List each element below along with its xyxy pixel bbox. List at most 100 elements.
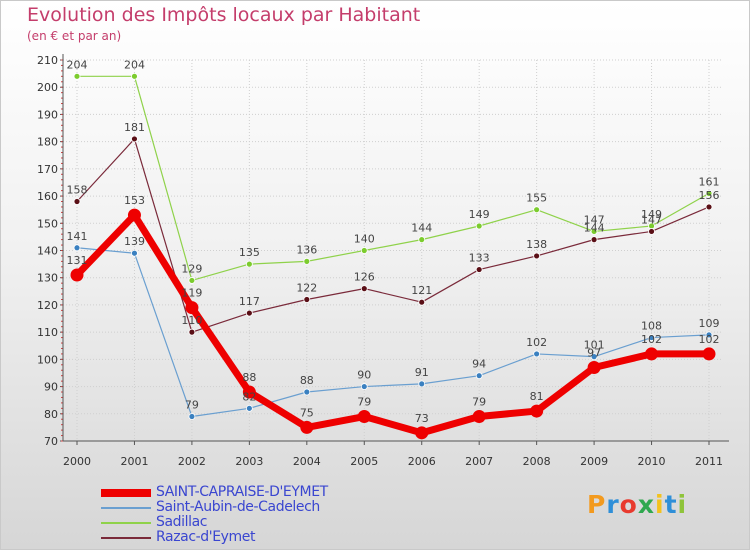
y-tick-label: 150 [37, 217, 58, 230]
proxiti-logo: Proxiti [587, 490, 688, 519]
y-tick-label: 110 [37, 326, 58, 339]
y-tick-label: 120 [37, 299, 58, 312]
data-label-razac-d-eymet: 122 [296, 281, 317, 294]
data-label-sadillac: 144 [411, 222, 432, 235]
data-point-sadillac [188, 277, 196, 284]
data-point-saint-capraise-d-eymet [415, 426, 429, 440]
data-label-saint-aubin-de-cadelech: 101 [584, 339, 605, 352]
y-tick-label: 190 [37, 108, 58, 121]
legend-label: Sadillac [156, 514, 208, 530]
x-tick-label: 2005 [350, 455, 378, 468]
data-label-razac-d-eymet: 110 [181, 314, 202, 327]
data-point-saint-capraise-d-eymet [242, 385, 256, 399]
data-point-saint-capraise-d-eymet [645, 347, 659, 361]
data-label-razac-d-eymet: 126 [354, 271, 375, 284]
axis-layer: 7080901001101201301401501601701801902002… [37, 54, 729, 468]
data-label-sadillac: 135 [239, 246, 260, 259]
data-point-razac-d-eymet [418, 298, 426, 306]
data-point-saint-aubin-de-cadelech [73, 244, 81, 252]
data-label-sadillac: 140 [354, 233, 375, 246]
data-point-razac-d-eymet [73, 198, 81, 205]
data-label-sadillac: 129 [181, 262, 202, 275]
data-label-saint-aubin-de-cadelech: 139 [124, 235, 145, 248]
x-tick-label: 2011 [695, 455, 723, 468]
legend-swatch [101, 537, 151, 539]
y-tick-label: 170 [37, 163, 58, 176]
chart-subtitle: (en € et par an) [27, 29, 122, 43]
data-point-razac-d-eymet [533, 252, 541, 260]
data-label-saint-aubin-de-cadelech: 141 [67, 230, 88, 243]
data-label-saint-aubin-de-cadelech: 102 [526, 336, 547, 349]
data-point-razac-d-eymet [705, 203, 713, 211]
data-point-sadillac [303, 257, 311, 265]
legend-swatch [101, 522, 151, 524]
data-point-sadillac [245, 260, 253, 268]
data-point-razac-d-eymet [131, 135, 138, 143]
data-label-razac-d-eymet: 147 [641, 213, 662, 226]
data-label-saint-capraise-d-eymet: 75 [300, 406, 314, 419]
data-point-saint-aubin-de-cadelech [705, 331, 713, 339]
data-label-saint-aubin-de-cadelech: 90 [357, 369, 371, 382]
data-point-saint-aubin-de-cadelech [590, 353, 598, 361]
data-point-saint-aubin-de-cadelech [245, 404, 253, 412]
legend-label: SAINT-CAPRAISE-D'EYMET [156, 484, 328, 500]
data-label-saint-capraise-d-eymet: 102 [699, 333, 720, 346]
data-label-sadillac: 149 [641, 208, 662, 221]
x-tick-label: 2004 [293, 455, 321, 468]
data-label-razac-d-eymet: 156 [699, 189, 720, 202]
data-label-saint-aubin-de-cadelech: 88 [300, 374, 314, 387]
data-point-saint-aubin-de-cadelech [475, 372, 483, 380]
x-tick-label: 2000 [63, 455, 91, 468]
data-label-sadillac: 161 [699, 175, 720, 188]
series-line-sadillac [76, 75, 710, 282]
series-line-razac-d-eymet [76, 138, 710, 333]
y-tick-label: 160 [37, 190, 58, 203]
data-label-razac-d-eymet: 181 [124, 121, 145, 134]
series-line-saint-capraise-d-eymet [73, 211, 713, 437]
y-tick-label: 140 [37, 245, 58, 258]
data-label-saint-capraise-d-eymet: 81 [530, 390, 544, 403]
data-point-saint-capraise-d-eymet [127, 208, 141, 222]
data-label-saint-capraise-d-eymet: 119 [181, 287, 202, 300]
data-point-sadillac [590, 228, 598, 235]
data-label-sadillac: 155 [526, 192, 547, 205]
y-tick-label: 70 [44, 435, 58, 448]
x-tick-label: 2006 [408, 455, 436, 468]
legend-label: Razac-d'Eymet [156, 529, 256, 545]
y-tick-label: 130 [37, 272, 58, 285]
y-tick-label: 180 [37, 136, 58, 149]
y-tick-label: 90 [44, 381, 58, 394]
data-label-saint-aubin-de-cadelech: 94 [472, 358, 486, 371]
data-point-razac-d-eymet [475, 266, 483, 273]
legend-label: Saint-Aubin-de-Cadelech [156, 499, 320, 515]
data-label-sadillac: 147 [584, 213, 605, 226]
series-line-saint-aubin-de-cadelech [76, 247, 710, 418]
x-tick-label: 2003 [235, 455, 263, 468]
data-label-sadillac: 136 [296, 243, 317, 256]
data-point-sadillac [131, 72, 138, 80]
y-tick-label: 200 [37, 81, 58, 94]
x-tick-label: 2007 [465, 455, 493, 468]
x-tick-label: 2001 [120, 455, 148, 468]
data-point-razac-d-eymet [590, 236, 598, 244]
data-point-razac-d-eymet [188, 328, 196, 336]
data-point-sadillac [475, 222, 483, 230]
data-point-saint-aubin-de-cadelech [360, 383, 368, 390]
data-point-saint-capraise-d-eymet [702, 347, 716, 361]
data-point-saint-aubin-de-cadelech [188, 413, 196, 420]
data-point-sadillac [418, 236, 426, 244]
data-point-sadillac [705, 189, 713, 197]
data-label-saint-aubin-de-cadelech: 79 [185, 399, 199, 412]
data-point-sadillac [73, 72, 81, 80]
data-point-saint-aubin-de-cadelech [418, 380, 426, 388]
data-label-razac-d-eymet: 133 [469, 252, 490, 265]
series-layer [70, 72, 716, 440]
data-label-saint-capraise-d-eymet: 153 [124, 194, 145, 207]
data-label-razac-d-eymet: 138 [526, 238, 547, 251]
chart-title: Evolution des Impôts locaux par Habitant [27, 4, 421, 26]
data-label-sadillac: 204 [124, 58, 145, 71]
data-label-sadillac: 149 [469, 208, 490, 221]
data-point-saint-aubin-de-cadelech [648, 334, 655, 341]
